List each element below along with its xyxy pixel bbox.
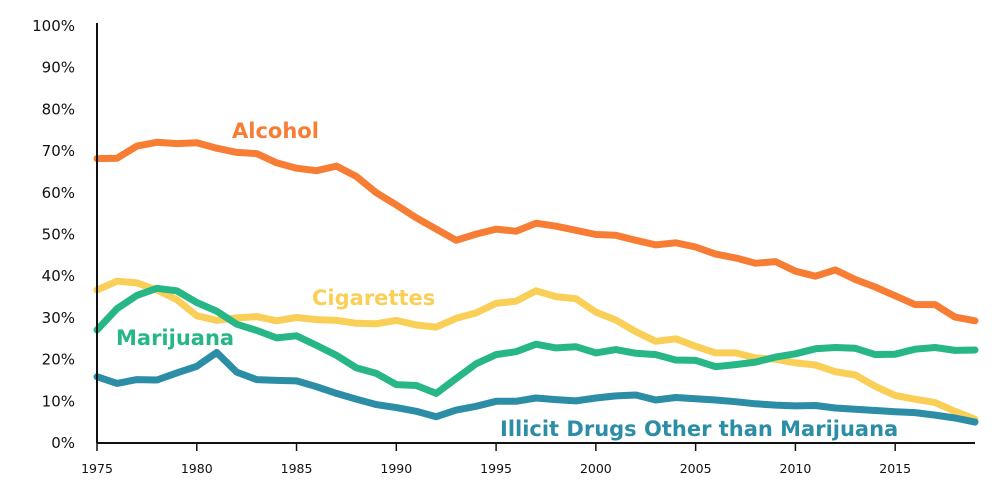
y-tick-label: 30%: [42, 309, 75, 327]
series-line-cigarettes: [93, 277, 979, 423]
y-tick-label: 10%: [42, 392, 75, 410]
x-axis-ticks: 1975 1980 1985 1990 1995 2000 2005 2010 2015: [81, 443, 911, 476]
y-tick-label: 100%: [32, 17, 75, 35]
series-label-marijuana: Marijuana: [116, 326, 234, 350]
y-tick-label: 20%: [42, 351, 75, 369]
series-lines: [93, 138, 979, 426]
x-tick-label: 2010: [780, 461, 812, 476]
x-tick-label: 1995: [480, 461, 512, 476]
y-tick-label: 0%: [51, 434, 75, 452]
x-tick-label: 2000: [580, 461, 612, 476]
series-line-alcohol: [93, 138, 979, 325]
y-tick-label: 60%: [42, 184, 75, 202]
series-label-cigarettes: Cigarettes: [312, 286, 435, 310]
y-tick-label: 80%: [42, 100, 75, 118]
y-axis-ticks: 0% 10% 20% 30% 40% 50% 60% 70% 80% 90% 100%: [32, 17, 75, 452]
x-tick-label: 1975: [81, 461, 113, 476]
x-tick-label: 1985: [281, 461, 313, 476]
series-label-alcohol: Alcohol: [232, 119, 319, 143]
x-tick-label: 2005: [680, 461, 712, 476]
x-tick-label: 1990: [380, 461, 412, 476]
series-label-illicit-drugs: Illicit Drugs Other than Marijuana: [500, 417, 898, 441]
y-tick-label: 90%: [42, 59, 75, 77]
series-line-illicit-drugs-other-than-marijuana: [93, 349, 979, 426]
y-tick-label: 50%: [42, 226, 75, 244]
x-tick-label: 2015: [879, 461, 911, 476]
y-tick-label: 40%: [42, 267, 75, 285]
series-line-marijuana: [93, 284, 979, 397]
y-tick-label: 70%: [42, 142, 75, 160]
series-labels: Alcohol Cigarettes Marijuana Illicit Dru…: [116, 119, 898, 441]
x-tick-label: 1980: [181, 461, 213, 476]
